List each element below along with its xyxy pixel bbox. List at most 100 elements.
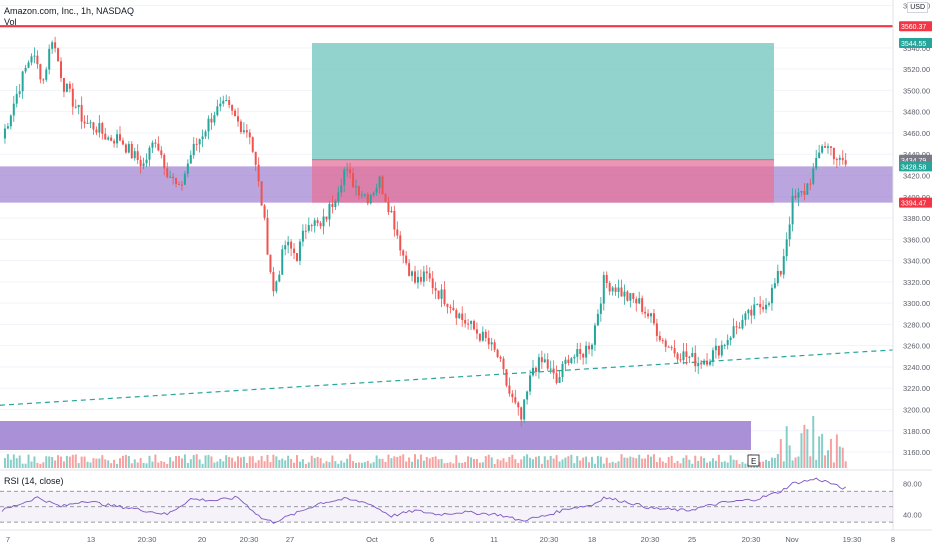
candle	[98, 123, 101, 133]
price-tick-label: 3280.00	[903, 320, 930, 329]
candle	[729, 337, 732, 341]
volume-bar	[281, 458, 284, 468]
candle	[806, 183, 809, 195]
volume-bar	[543, 456, 546, 468]
candle	[402, 250, 405, 256]
volume-bar	[119, 458, 121, 468]
volume-bar	[803, 424, 806, 468]
candle	[133, 151, 136, 159]
candle	[650, 313, 652, 317]
candle	[45, 69, 48, 80]
candle	[307, 225, 310, 231]
candle	[526, 391, 529, 400]
volume-bar	[546, 459, 549, 468]
candle	[638, 298, 641, 304]
candle	[378, 176, 381, 188]
position-target-zone	[312, 43, 774, 160]
time-tick-label: 20:30	[240, 535, 259, 544]
volume-bar	[720, 462, 723, 468]
volume-bar	[841, 447, 844, 468]
volume-bar	[555, 455, 558, 468]
volume-bar	[741, 462, 744, 468]
candle	[80, 104, 83, 122]
rsi-line	[1, 477, 846, 524]
candle	[346, 169, 349, 171]
volume-bar	[620, 454, 623, 468]
candle	[844, 160, 847, 165]
candle	[632, 293, 635, 300]
volume-bar	[65, 455, 68, 468]
volume-bar	[564, 457, 567, 468]
candle	[502, 358, 505, 370]
candle	[511, 393, 514, 398]
candle	[369, 194, 372, 204]
time-tick-label: 25	[688, 535, 696, 544]
volume-bar	[222, 461, 225, 468]
volume-bar	[611, 461, 614, 468]
volume-bar	[759, 461, 762, 468]
trendline	[0, 349, 894, 406]
price-tick-label: 3380.00	[903, 214, 930, 223]
candle	[15, 93, 18, 104]
candle	[765, 304, 768, 310]
volume-bar	[54, 460, 57, 468]
volume-bar	[422, 460, 425, 468]
volume-bar	[325, 461, 328, 468]
candle	[68, 83, 71, 89]
candle	[785, 239, 788, 257]
candle	[275, 281, 278, 292]
volume-bar	[293, 462, 296, 468]
candle	[92, 122, 95, 130]
volume-bar	[180, 458, 183, 468]
volume-bar	[520, 459, 523, 468]
candle	[178, 183, 180, 185]
volume-bar	[169, 457, 172, 468]
price-tick-label: 3300.00	[903, 299, 930, 308]
volume-bar	[33, 456, 36, 468]
volume-bar	[154, 454, 157, 468]
candle	[257, 164, 260, 182]
volume-bar	[399, 455, 402, 468]
candle	[824, 146, 827, 148]
volume-bar	[714, 460, 717, 468]
volume-bar	[464, 461, 467, 468]
currency-label[interactable]: USD	[907, 2, 928, 13]
volume-bar	[287, 455, 290, 468]
volume-bar	[284, 460, 287, 468]
volume-bar	[157, 462, 160, 468]
volume-bar	[478, 462, 481, 468]
candle	[213, 115, 216, 123]
volume-bar	[818, 436, 821, 468]
volume-bar	[219, 458, 222, 468]
candle	[151, 142, 154, 148]
volume-bar	[821, 433, 824, 468]
candle	[136, 151, 139, 160]
candle	[381, 176, 384, 195]
candle	[800, 191, 803, 193]
candle	[741, 319, 744, 329]
volume-bar	[343, 462, 346, 468]
candle	[219, 103, 222, 107]
volume-bar	[242, 456, 245, 468]
candle	[732, 326, 735, 338]
time-tick-label: 13	[87, 535, 95, 544]
candle	[207, 118, 210, 132]
volume-bar	[844, 461, 847, 468]
volume-bar	[815, 459, 818, 468]
candle	[266, 217, 269, 255]
candle	[434, 287, 437, 291]
volume-bar	[175, 455, 178, 468]
candle	[130, 143, 133, 159]
candle	[366, 194, 369, 204]
candle	[201, 136, 204, 140]
candle	[750, 309, 753, 316]
candle	[411, 271, 414, 276]
volume-bar	[709, 461, 711, 468]
volume-bar	[24, 463, 27, 468]
volume-bar	[773, 457, 776, 468]
candle	[163, 154, 166, 169]
volume-bar	[3, 458, 6, 468]
volume-bar	[337, 463, 340, 468]
candle	[425, 271, 428, 274]
